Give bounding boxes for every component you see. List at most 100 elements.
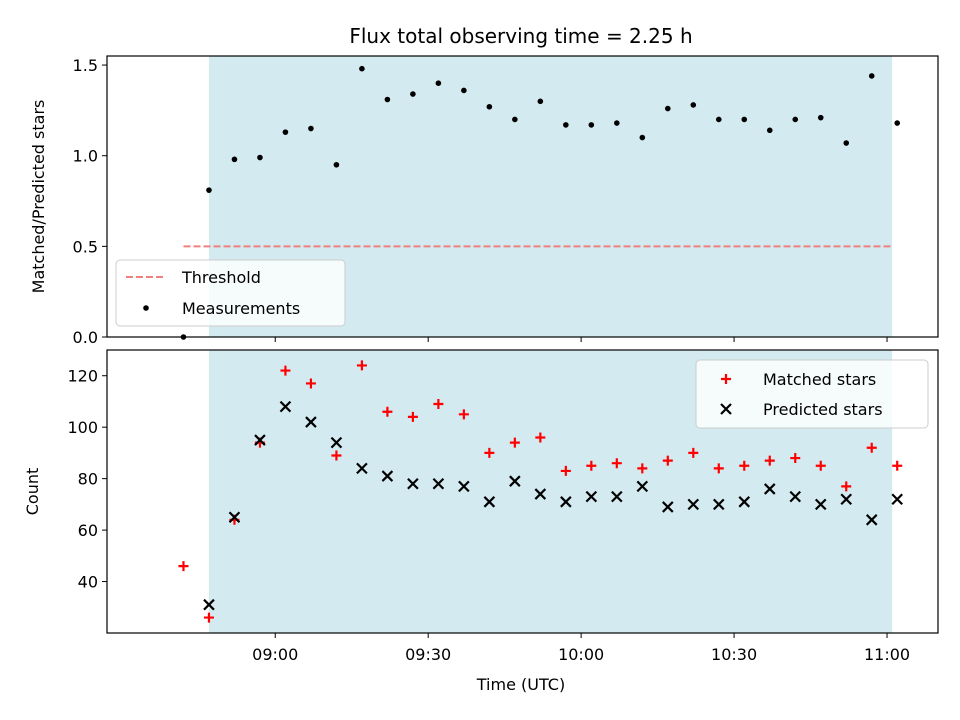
measurement-point: [282, 129, 289, 135]
measurement-point: [817, 114, 824, 121]
predicted-stars-point: [713, 498, 725, 511]
predicted-stars-point: [330, 436, 343, 449]
legend-matched-swatch: [721, 374, 731, 384]
matched-stars-point: [356, 360, 367, 371]
measurement-point: [410, 91, 416, 97]
measurement-point: [868, 73, 875, 79]
measurement-point: [792, 116, 799, 123]
y-tick-label: 80: [78, 470, 98, 489]
measurement-point: [664, 105, 671, 112]
y-tick-label: 120: [67, 367, 98, 386]
measurement-point: [563, 122, 569, 128]
count-legend: Matched stars Predicted stars: [695, 359, 929, 429]
matched-stars-point: [688, 447, 699, 458]
x-tick-label: 10:30: [711, 645, 757, 664]
measurement-point: [843, 140, 850, 146]
predicted-stars-point: [509, 475, 521, 487]
predicted-stars-point: [305, 416, 317, 428]
predicted-stars-point: [560, 496, 572, 508]
matched-stars-point: [203, 612, 214, 623]
y-tick-label: 60: [78, 521, 98, 540]
predicted-stars-point: [254, 434, 266, 446]
chart-title: Flux total observing time = 2.25 h: [349, 24, 692, 48]
y-tick-label: 1.0: [73, 147, 98, 166]
ratio-plot-area: [180, 65, 901, 340]
predicted-stars-point: [407, 478, 419, 490]
matched-stars-point: [815, 460, 826, 471]
predicted-stars-point: [662, 501, 674, 513]
measurement-point: [512, 116, 518, 123]
y-tick-label: 1.5: [73, 56, 98, 75]
predicted-stars-point: [891, 493, 903, 505]
predicted-stars-point: [381, 470, 394, 482]
predicted-stars-point: [814, 498, 827, 511]
measurement-point: [537, 98, 544, 105]
matched-stars-point: [611, 458, 622, 469]
predicted-stars-point: [203, 598, 215, 611]
predicted-stars-point: [865, 514, 878, 526]
y-axis-label-count: Count: [23, 468, 42, 516]
predicted-stars-point: [228, 511, 241, 524]
x-tick-label: 11:00: [864, 645, 910, 664]
matched-stars-point: [739, 460, 750, 471]
measurement-point: [308, 125, 314, 132]
predicted-stars-point: [432, 478, 445, 490]
x-tick-label: 09:00: [252, 645, 298, 664]
predicted-stars-point: [279, 400, 292, 413]
predicted-stars-point: [585, 490, 598, 503]
measurement-point: [894, 120, 901, 126]
axes-frame: [106, 55, 939, 338]
matched-stars-point: [560, 465, 571, 476]
matched-stars-point: [484, 447, 495, 458]
measurement-point: [384, 96, 391, 103]
y-tick-label: 100: [67, 418, 98, 437]
matched-stars-point: [586, 460, 597, 471]
measurement-point: [461, 87, 467, 94]
y-tick-label: 0.5: [73, 237, 98, 256]
y-axis-label-ratio: Matched/Predicted stars: [29, 100, 48, 294]
measurement-point: [639, 134, 646, 141]
matched-stars-point: [764, 455, 775, 466]
predicted-stars-point: [483, 496, 496, 508]
count-axes: 40 60 80 100 120 09:00 09:30 10:00 10:30 11:00: [67, 349, 939, 664]
count-panel: 40 60 80 100 120 09:00 09:30 10:00 10:30 11:00 Co…: [23, 349, 939, 664]
y-tick-label: 40: [78, 573, 98, 592]
measurement-point: [614, 120, 620, 126]
matched-stars-point: [535, 432, 546, 443]
ratio-panel: 0.0 0.5 1.0 1.5 Matched/Predicted stars Thr…: [29, 55, 939, 347]
predicted-stars-point: [534, 488, 547, 500]
legend-predicted-label: Predicted stars: [763, 400, 883, 419]
legend-box: [695, 359, 929, 429]
measurement-point: [715, 116, 722, 123]
measurement-point: [486, 103, 493, 110]
predicted-stars-point: [636, 480, 649, 493]
legend-matched-label: Matched stars: [763, 370, 876, 389]
matched-stars-point: [305, 378, 316, 389]
predicted-stars-point: [840, 493, 853, 505]
y-tick-label: 0.0: [73, 328, 98, 347]
legend-predicted-swatch: [720, 403, 732, 415]
measurement-point: [741, 116, 748, 123]
measurement-point: [206, 187, 212, 193]
measurement-point: [588, 122, 595, 128]
matched-stars-point: [866, 442, 877, 453]
legend-threshold-label: Threshold: [181, 268, 261, 287]
x-tick-label: 10:00: [558, 645, 604, 664]
matched-stars-point: [280, 365, 291, 376]
x-axis-label: Time (UTC): [476, 675, 565, 694]
matched-stars-point: [509, 437, 520, 448]
predicted-stars-point: [687, 498, 700, 511]
matched-stars-point: [407, 411, 418, 422]
legend-measurements-label: Measurements: [182, 299, 300, 318]
axes-frame: [106, 349, 939, 634]
predicted-stars-point: [738, 496, 751, 508]
matched-stars-point: [433, 399, 444, 410]
measurement-point: [690, 102, 697, 108]
matched-stars-point: [637, 463, 648, 474]
measurement-point: [435, 80, 442, 86]
legend-measurements-swatch: [143, 305, 149, 311]
measurement-point: [333, 161, 340, 168]
predicted-stars-point: [763, 483, 776, 495]
predicted-stars-point: [458, 480, 470, 493]
